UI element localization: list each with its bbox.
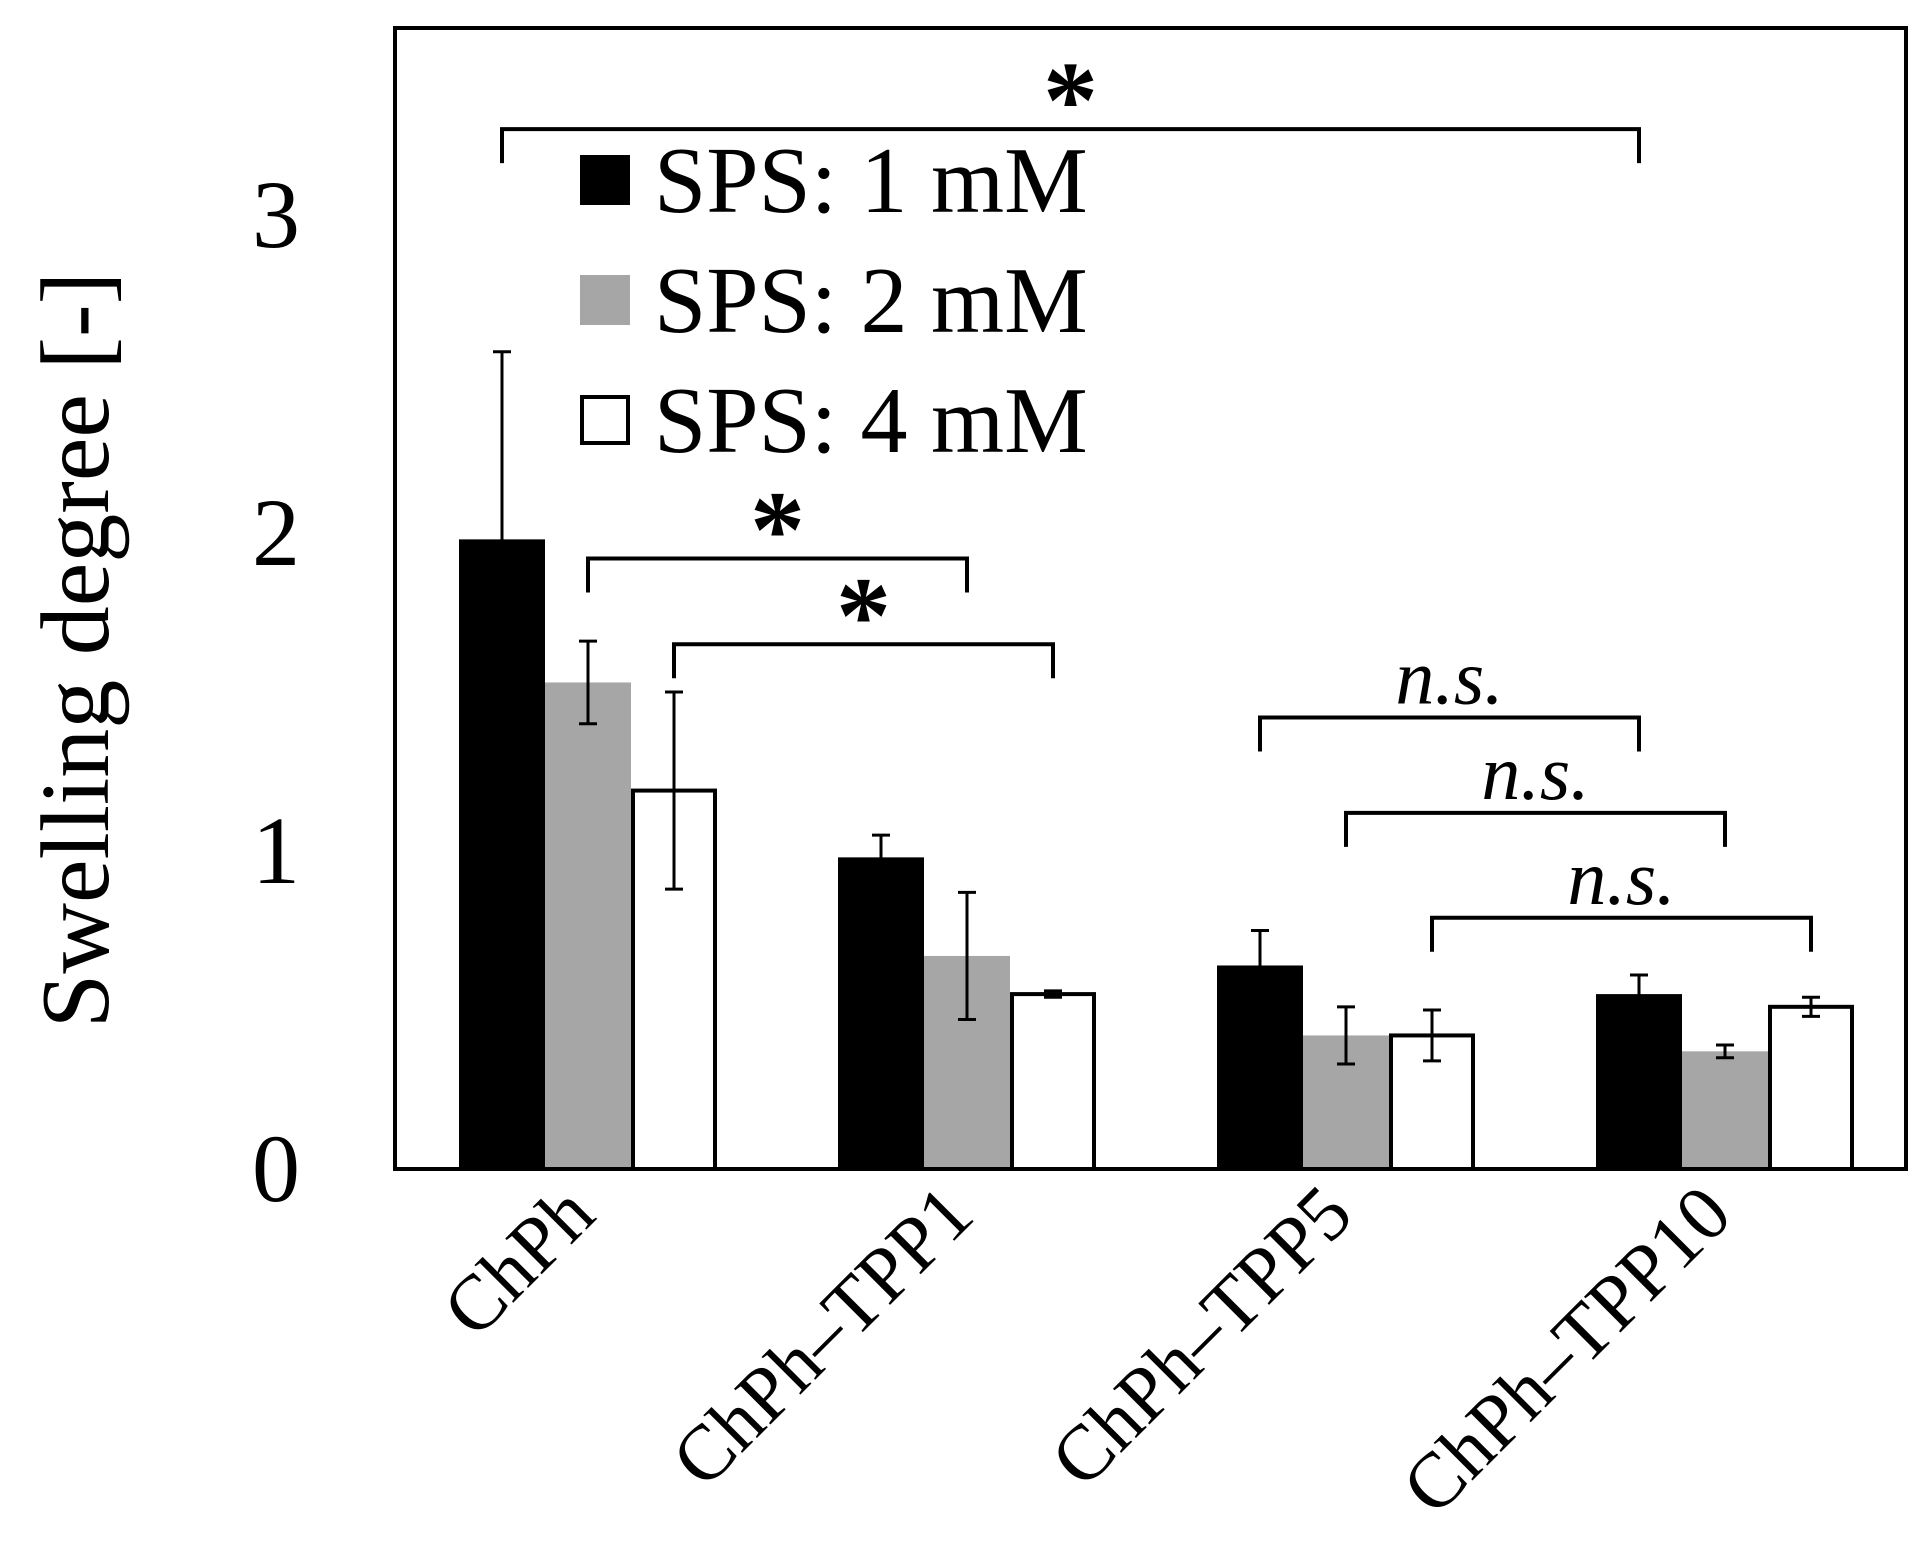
legend-label: SPS: 4 mM bbox=[654, 369, 1088, 473]
significance-star: * bbox=[1043, 39, 1098, 161]
bars bbox=[459, 539, 1854, 1172]
y-tick-label: 0 bbox=[252, 1115, 300, 1222]
y-tick-label: 2 bbox=[252, 479, 300, 586]
significance-bracket bbox=[1258, 715, 1641, 752]
bar-1-4 bbox=[1596, 994, 1682, 1169]
significance-star: * bbox=[836, 554, 891, 676]
legend-swatch bbox=[580, 395, 630, 445]
legend-label: SPS: 1 mM bbox=[654, 129, 1088, 233]
significance-ns: n.s. bbox=[1567, 834, 1675, 921]
bar-1-2 bbox=[838, 857, 924, 1169]
legend-swatch bbox=[580, 155, 630, 205]
legend-swatch bbox=[580, 275, 630, 325]
significance-ns: n.s. bbox=[1395, 633, 1503, 720]
y-axis-label: Swelling degree [-] bbox=[22, 272, 130, 1029]
legend: SPS: 1 mM SPS: 2 mM SPS: 4 mM bbox=[580, 129, 1088, 473]
bar-2-1 bbox=[545, 682, 631, 1169]
bar-3-2 bbox=[1010, 992, 1096, 1171]
bar-2-4 bbox=[1682, 1051, 1768, 1169]
significance-bracket bbox=[586, 556, 969, 593]
significance-bracket bbox=[672, 642, 1055, 679]
significance-bracket bbox=[500, 127, 1641, 164]
y-tick-label: 1 bbox=[252, 797, 300, 904]
legend-label: SPS: 2 mM bbox=[654, 249, 1088, 353]
y-axis-ticks: 0 1 2 3 bbox=[252, 161, 300, 1222]
significance-star: * bbox=[750, 468, 805, 590]
significance-ns: n.s. bbox=[1481, 729, 1589, 816]
plot-area-frame bbox=[393, 26, 1908, 1171]
error-bars bbox=[493, 350, 1820, 1066]
y-tick-label: 3 bbox=[252, 161, 300, 268]
significance-bracket bbox=[1430, 915, 1813, 952]
significance-annotations: * * * n.s. n.s. n.s. bbox=[500, 39, 1813, 952]
significance-bracket bbox=[1344, 810, 1727, 847]
bar-3-4 bbox=[1768, 1004, 1854, 1171]
